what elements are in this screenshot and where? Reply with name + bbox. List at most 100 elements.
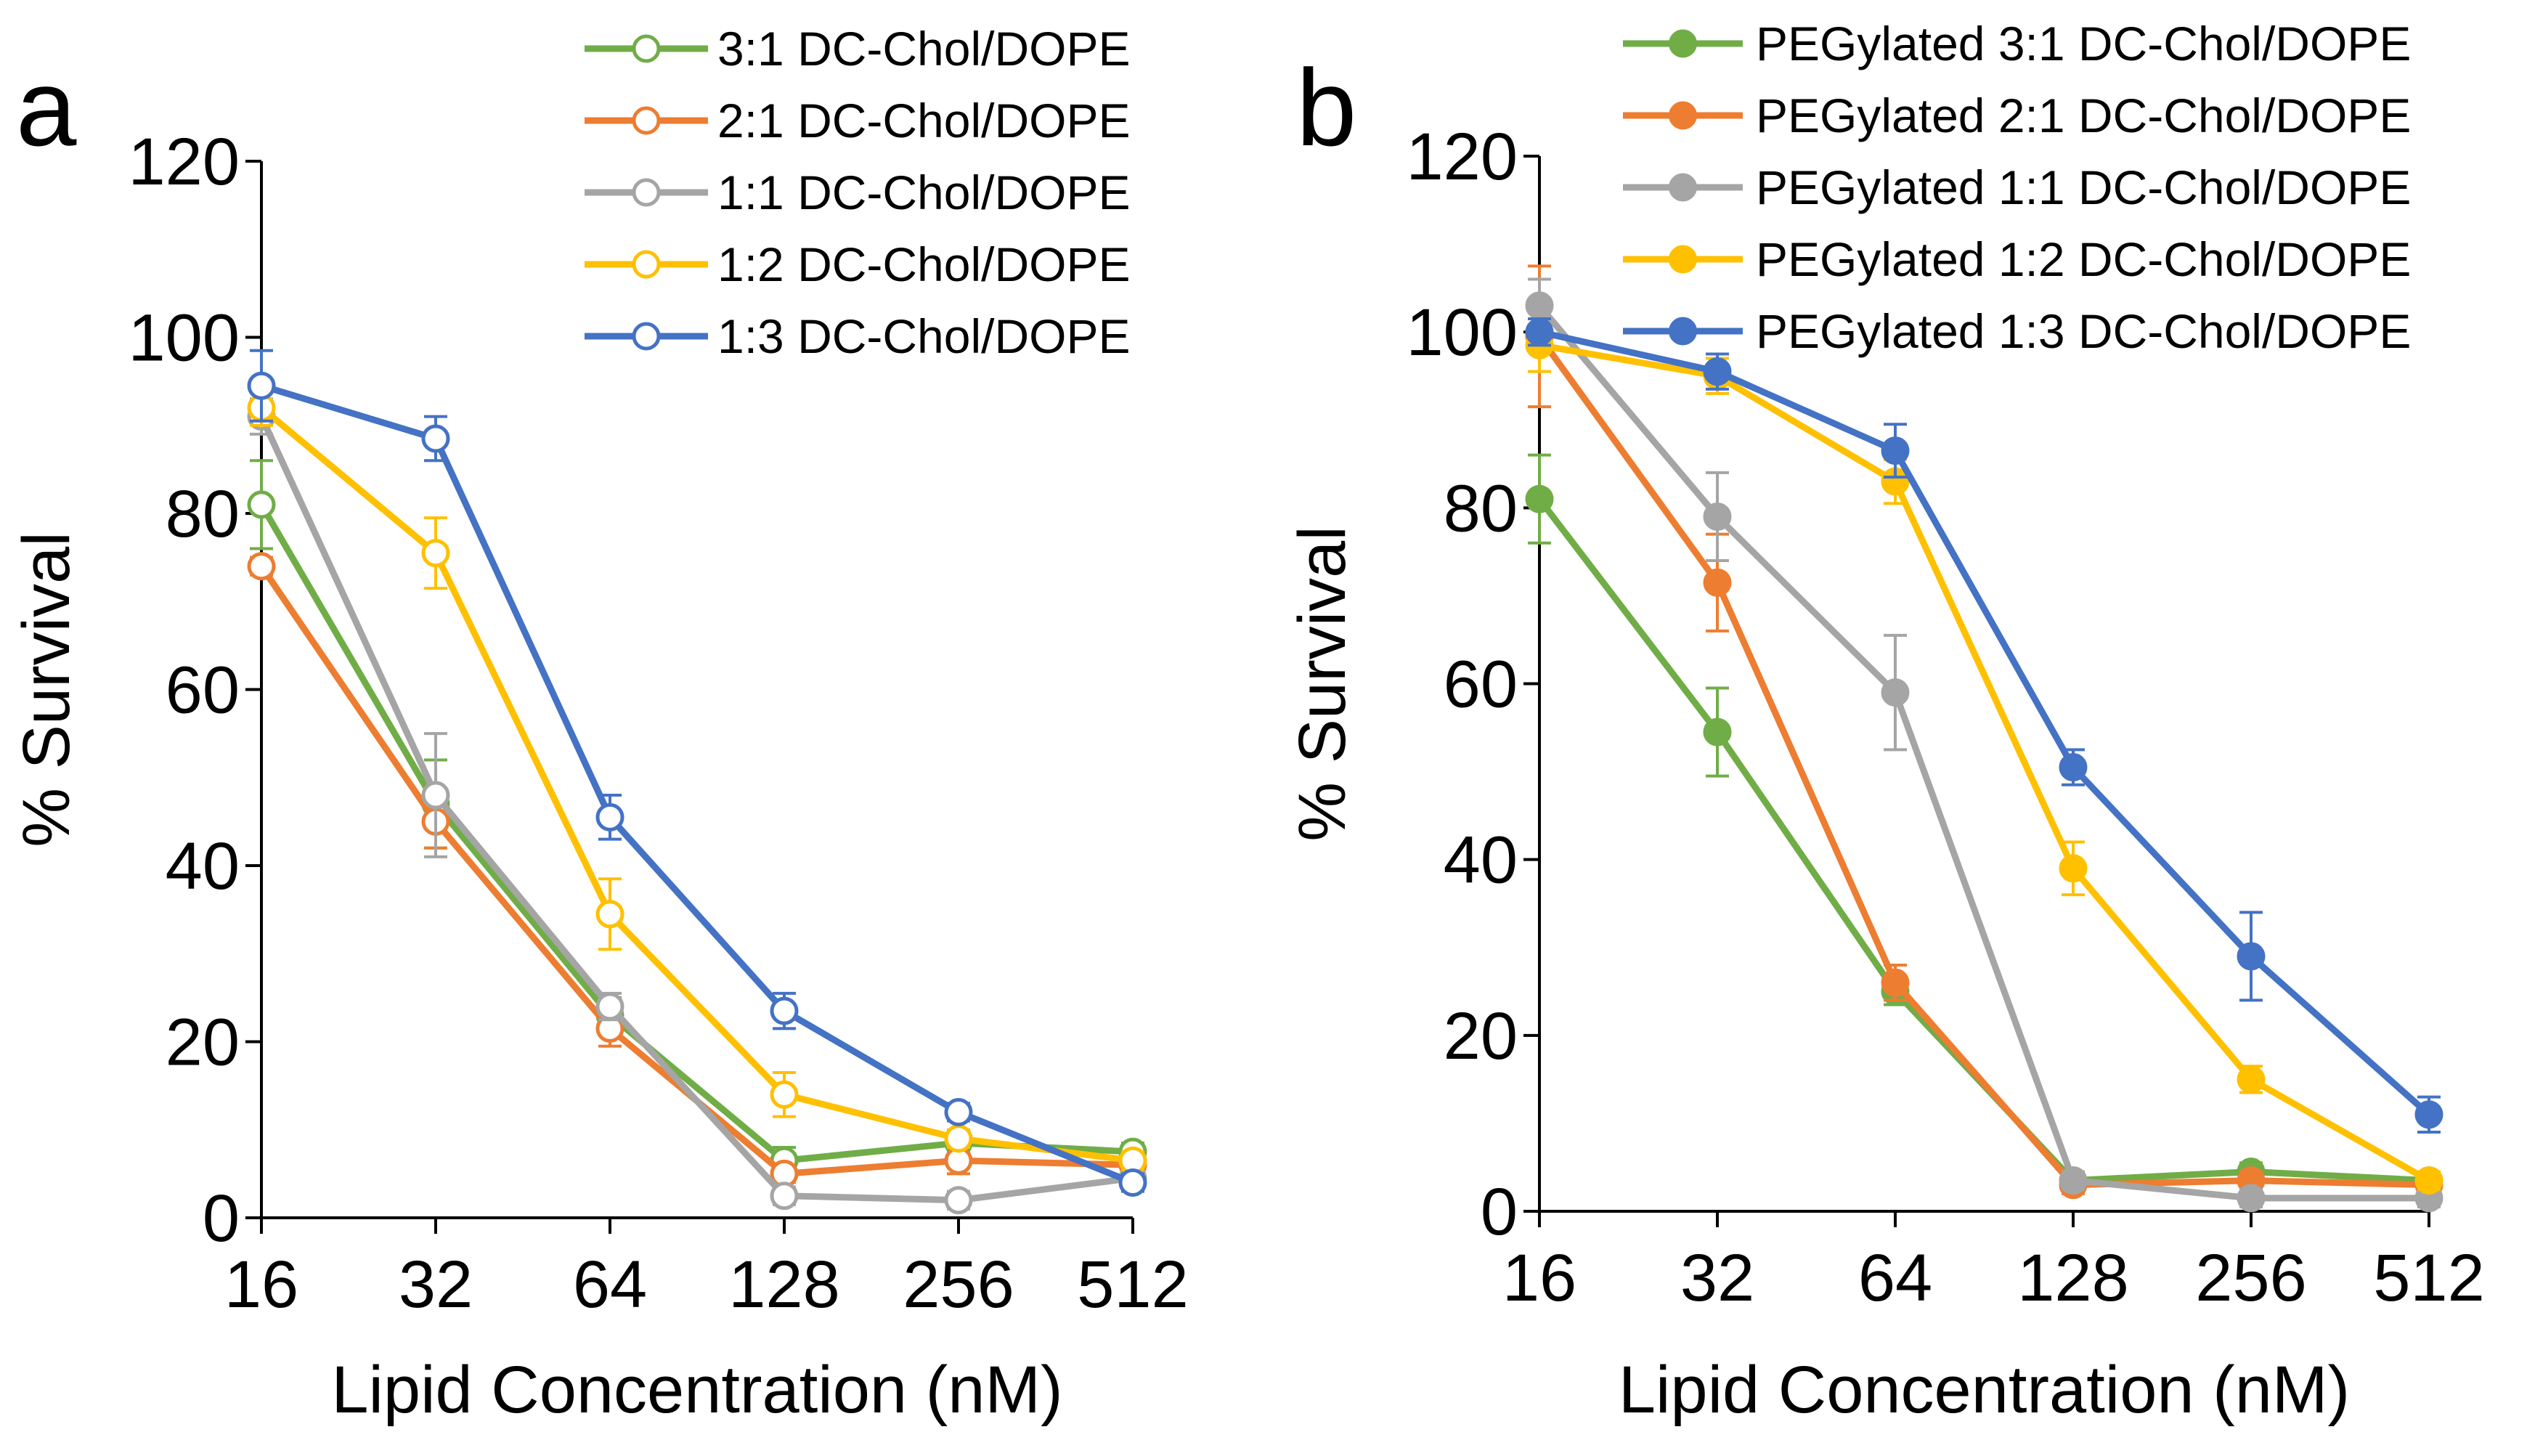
data-point bbox=[2414, 1166, 2443, 1195]
y-tick-label: 0 bbox=[1481, 1175, 1518, 1249]
x-axis-title: Lipid Concentration (nM) bbox=[331, 1353, 1062, 1427]
legend-marker bbox=[632, 34, 661, 63]
x-tick-label: 128 bbox=[2017, 1241, 2129, 1315]
y-axis-title: % Survival bbox=[9, 532, 84, 847]
x-tick-label: 128 bbox=[728, 1248, 840, 1322]
data-point bbox=[2237, 942, 2266, 971]
legend-marker bbox=[632, 250, 661, 279]
series-line bbox=[1539, 328, 2431, 1118]
series-line bbox=[259, 503, 1134, 1164]
legend-item: PEGylated 1:1 DC-Chol/DOPE bbox=[1623, 160, 2411, 214]
legend-label: PEGylated 2:1 DC-Chol/DOPE bbox=[1756, 89, 2411, 142]
y-tick-label: 20 bbox=[1444, 999, 1518, 1073]
data-point bbox=[421, 781, 450, 810]
data-point bbox=[770, 1182, 799, 1211]
legend-marker bbox=[632, 178, 661, 207]
x-tick-label: 512 bbox=[2373, 1241, 2485, 1315]
y-tick-label: 100 bbox=[129, 301, 240, 375]
legend-item: PEGylated 1:2 DC-Chol/DOPE bbox=[1623, 232, 2411, 286]
legend-label: 2:1 DC-Chol/DOPE bbox=[717, 94, 1131, 147]
y-tick-label: 20 bbox=[166, 1006, 240, 1080]
x-tick-label: 32 bbox=[399, 1248, 473, 1322]
data-point bbox=[2059, 854, 2088, 883]
data-point bbox=[1881, 436, 1910, 465]
legend-label: 3:1 DC-Chol/DOPE bbox=[717, 22, 1131, 76]
series-line bbox=[1537, 334, 2430, 1189]
legend-label: PEGylated 1:2 DC-Chol/DOPE bbox=[1756, 232, 2411, 286]
data-series bbox=[1525, 317, 2443, 1134]
data-point bbox=[2414, 1100, 2443, 1129]
data-point bbox=[595, 900, 624, 929]
legend-label: 1:2 DC-Chol/DOPE bbox=[717, 237, 1131, 291]
data-series bbox=[1525, 264, 2443, 1200]
x-tick-label: 32 bbox=[1680, 1241, 1754, 1315]
data-series bbox=[247, 349, 1147, 1197]
series-line bbox=[1537, 303, 2429, 1202]
legend-marker bbox=[632, 322, 661, 351]
y-tick-label: 120 bbox=[1407, 120, 1518, 194]
panel-letter: b bbox=[1296, 46, 1356, 168]
data-series bbox=[247, 389, 1147, 1175]
legend-item: PEGylated 1:3 DC-Chol/DOPE bbox=[1623, 304, 2411, 358]
data-point bbox=[2237, 1065, 2266, 1094]
series-line bbox=[258, 415, 1134, 1204]
data-point bbox=[1525, 317, 1554, 346]
legend-item: PEGylated 2:1 DC-Chol/DOPE bbox=[1623, 89, 2411, 142]
x-tick-label: 64 bbox=[573, 1248, 647, 1322]
legend-item: 1:1 DC-Chol/DOPE bbox=[585, 166, 1131, 219]
legend-marker bbox=[1669, 173, 1697, 202]
legend-marker bbox=[1669, 101, 1697, 130]
data-point bbox=[1703, 502, 1732, 531]
data-point bbox=[247, 552, 276, 581]
x-tick-label: 64 bbox=[1858, 1241, 1932, 1315]
y-tick-label: 80 bbox=[1444, 471, 1518, 545]
data-point bbox=[595, 992, 624, 1021]
data-series bbox=[247, 459, 1147, 1176]
legend-label: PEGylated 3:1 DC-Chol/DOPE bbox=[1756, 17, 2411, 70]
data-point bbox=[247, 490, 276, 519]
y-tick-label: 100 bbox=[1407, 296, 1518, 370]
legend-label: PEGylated 1:3 DC-Chol/DOPE bbox=[1756, 304, 2411, 358]
data-point bbox=[1703, 568, 1732, 597]
data-point bbox=[1703, 717, 1732, 747]
x-tick-label: 16 bbox=[224, 1248, 298, 1322]
data-point bbox=[421, 539, 450, 568]
data-point bbox=[421, 424, 450, 453]
data-point bbox=[1881, 678, 1910, 707]
series-line bbox=[1539, 341, 2431, 1184]
y-tick-label: 60 bbox=[1444, 648, 1518, 722]
legend-marker bbox=[1669, 245, 1697, 274]
data-point bbox=[944, 1186, 973, 1215]
data-point bbox=[2059, 753, 2088, 782]
data-point bbox=[595, 802, 624, 831]
legend-label: 1:1 DC-Chol/DOPE bbox=[717, 166, 1131, 219]
legend-label: 1:3 DC-Chol/DOPE bbox=[717, 309, 1131, 363]
data-point bbox=[770, 1080, 799, 1109]
data-point bbox=[1525, 484, 1554, 513]
data-point bbox=[1703, 357, 1732, 386]
legend-item: 1:2 DC-Chol/DOPE bbox=[585, 237, 1131, 291]
data-point bbox=[1118, 1168, 1147, 1197]
series-line bbox=[260, 382, 1134, 1186]
legend-marker bbox=[1669, 29, 1697, 58]
series-line bbox=[259, 564, 1134, 1177]
x-tick-label: 256 bbox=[2195, 1241, 2307, 1315]
legend-item: 3:1 DC-Chol/DOPE bbox=[585, 22, 1131, 76]
y-tick-label: 40 bbox=[166, 829, 240, 903]
legend-item: PEGylated 3:1 DC-Chol/DOPE bbox=[1623, 17, 2411, 70]
y-tick-label: 60 bbox=[166, 654, 240, 728]
data-point bbox=[944, 1098, 973, 1126]
legend-marker bbox=[1669, 317, 1697, 346]
data-point bbox=[247, 371, 276, 400]
series-line bbox=[1537, 497, 2430, 1184]
y-tick-label: 0 bbox=[203, 1182, 240, 1256]
data-point bbox=[1525, 291, 1554, 320]
x-tick-label: 512 bbox=[1077, 1248, 1189, 1322]
x-tick-label: 16 bbox=[1502, 1241, 1576, 1315]
legend-label: PEGylated 1:1 DC-Chol/DOPE bbox=[1756, 160, 2411, 214]
y-axis-title: % Survival bbox=[1285, 526, 1359, 842]
series-line bbox=[259, 405, 1134, 1164]
